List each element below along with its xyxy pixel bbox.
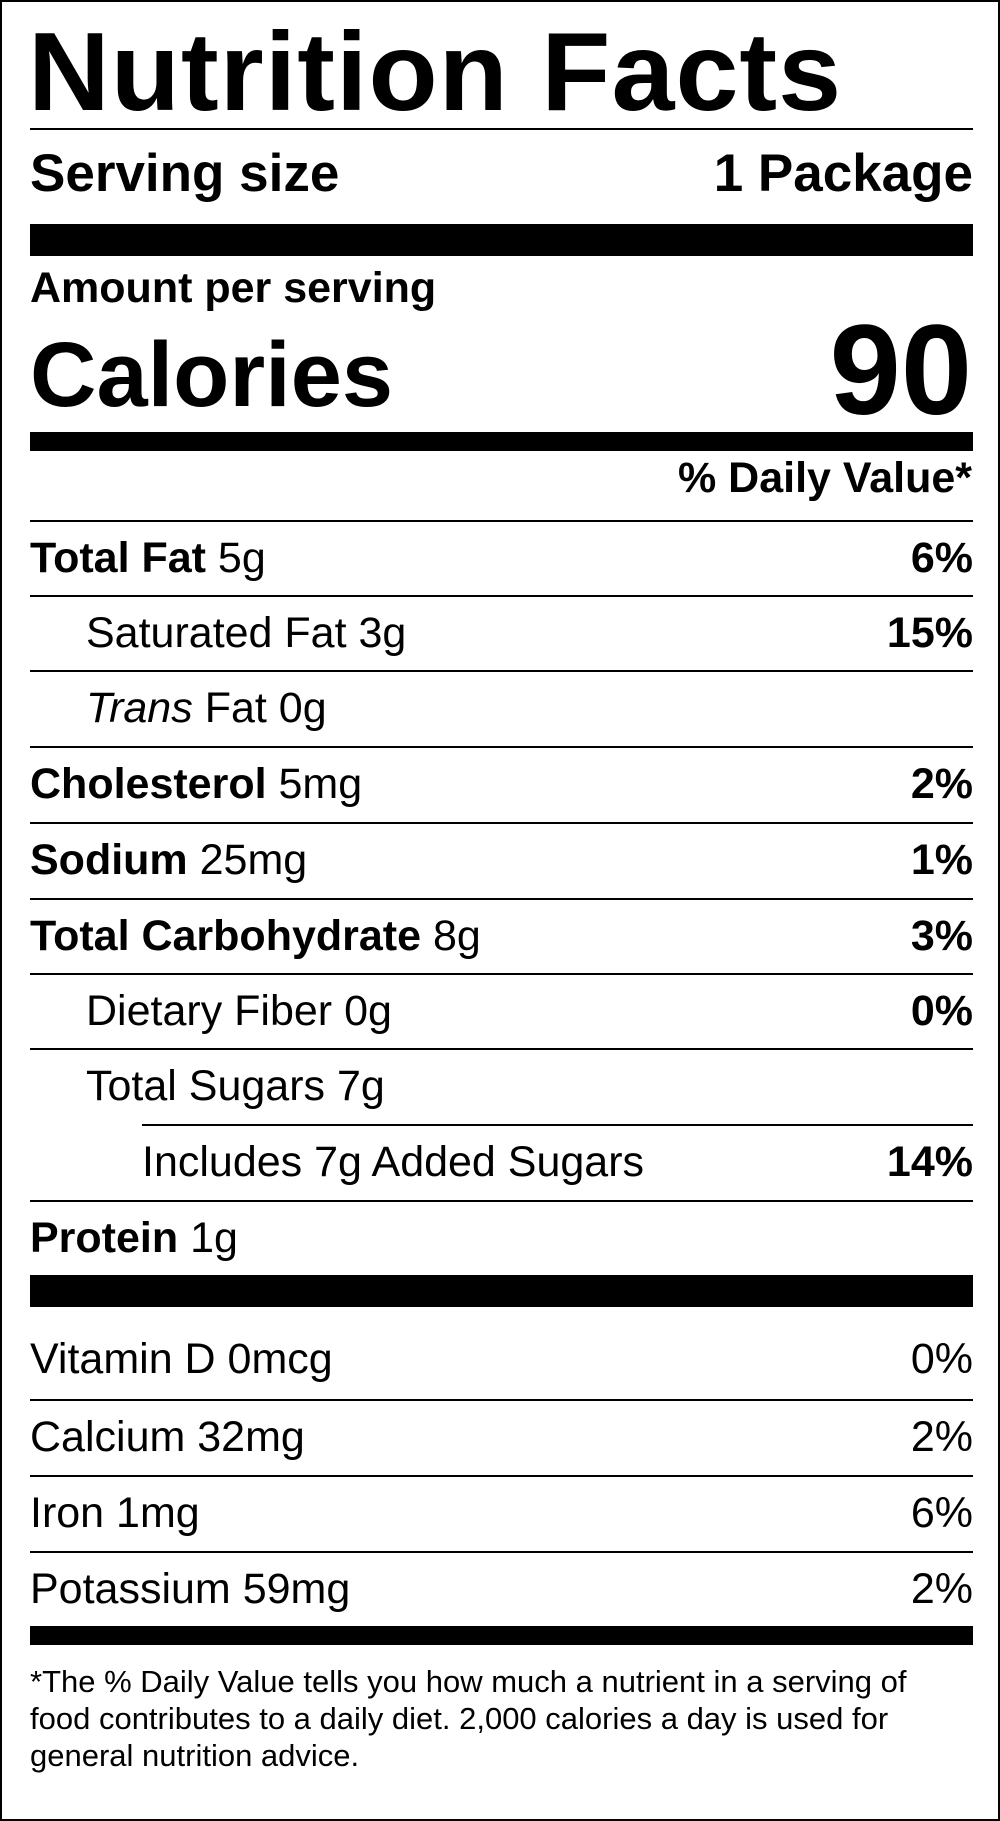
divider: [30, 746, 973, 748]
divider: [30, 1399, 973, 1401]
nutrient-dv: 14%: [886, 1137, 973, 1186]
nutrient-name: Protein: [30, 1213, 179, 1262]
divider: [30, 670, 973, 672]
serving-size-row: Serving size 1 Package: [30, 133, 973, 213]
vitamin-row-calcium: Calcium 32mg 2%: [30, 1400, 973, 1474]
nutrient-row-dietary-fiber: Dietary Fiber 0g 0%: [30, 974, 973, 1048]
nutrient-amount: 0g: [278, 683, 327, 732]
nutrient-dv: 0%: [910, 986, 973, 1035]
vitamin-row-iron: Iron 1mg 6%: [30, 1476, 973, 1550]
thick-divider: [30, 1275, 973, 1307]
divider: [30, 520, 973, 522]
daily-value-footnote: *The % Daily Value tells you how much a …: [30, 1664, 907, 1774]
nutrient-amount: 3g: [358, 608, 407, 657]
nutrient-row-total-carbohydrate: Total Carbohydrate 8g 3%: [30, 899, 973, 973]
nutrient-dv: 3%: [910, 911, 973, 960]
nutrient-name: Total Sugars: [86, 1061, 326, 1110]
nutrient-amount: 1g: [190, 1213, 238, 1262]
nutrient-amount: 8g: [432, 911, 481, 960]
divider: [30, 973, 973, 975]
nutrient-name: Cholesterol: [30, 759, 267, 808]
nutrient-amount: 0g: [344, 986, 392, 1035]
divider: [30, 1475, 973, 1477]
vitamin-dv: 0%: [910, 1334, 973, 1383]
calories-value: 90: [829, 299, 972, 442]
nutrient-row-saturated-fat: Saturated Fat 3g 15%: [30, 596, 973, 670]
divider: [30, 1048, 973, 1050]
divider: [30, 1551, 973, 1553]
divider: [30, 1200, 973, 1202]
nutrient-name: Total Carbohydrate: [30, 911, 422, 960]
divider: [142, 1124, 973, 1126]
medium-divider: [30, 432, 973, 451]
nutrient-row-total-sugars: Total Sugars 7g: [30, 1049, 973, 1123]
daily-value-header: % Daily Value*: [678, 454, 972, 502]
nutrient-amount: 5g: [217, 533, 266, 582]
nutrient-row-protein: Protein 1g: [30, 1201, 973, 1275]
vitamin-dv: 2%: [910, 1412, 973, 1461]
amount-per-serving: Amount per serving: [30, 264, 437, 312]
divider: [30, 595, 973, 597]
vitamin-dv: 6%: [910, 1488, 973, 1537]
vitamin-text: Calcium 32mg: [30, 1412, 305, 1461]
nutrient-name: Sodium: [30, 835, 188, 884]
nutrient-amount: 25mg: [199, 835, 308, 884]
calories-label: Calories: [30, 324, 394, 426]
divider: [30, 128, 973, 130]
nutrient-dv: 6%: [910, 533, 973, 582]
divider: [30, 898, 973, 900]
nutrient-row-trans-fat: Trans Fat 0g: [30, 671, 973, 745]
nutrient-row-cholesterol: Cholesterol 5mg 2%: [30, 747, 973, 821]
nutrient-name: Total Fat: [30, 533, 206, 582]
nutrient-text: Includes 7g Added Sugars: [142, 1137, 645, 1186]
thick-divider: [30, 224, 973, 256]
vitamin-dv: 2%: [910, 1564, 973, 1613]
nutrient-row-sodium: Sodium 25mg 1%: [30, 823, 973, 897]
serving-size-value: 1 Package: [713, 143, 973, 203]
nutrient-name: Dietary Fiber: [86, 986, 333, 1035]
nutrient-row-added-sugars: Includes 7g Added Sugars 14%: [30, 1125, 973, 1199]
nutrient-name: Saturated Fat: [86, 608, 347, 657]
vitamin-text: Potassium 59mg: [30, 1564, 351, 1613]
nutrient-amount: 7g: [336, 1061, 385, 1110]
nutrient-row-total-fat: Total Fat 5g 6%: [30, 521, 973, 595]
serving-size-label: Serving size: [30, 143, 340, 203]
nutrient-dv: 2%: [910, 759, 973, 808]
nutrient-name: Fat: [204, 683, 267, 732]
divider: [30, 822, 973, 824]
nutrient-dv: 15%: [886, 608, 973, 657]
nutrient-name-italic: Trans: [86, 683, 193, 732]
medium-divider: [30, 1626, 973, 1645]
vitamin-row-vitamin-d: Vitamin D 0mcg 0%: [30, 1322, 973, 1396]
nutrient-amount: 5mg: [278, 759, 363, 808]
vitamin-row-potassium: Potassium 59mg 2%: [30, 1552, 973, 1626]
label-title: Nutrition Facts: [28, 10, 843, 134]
vitamin-text: Vitamin D 0mcg: [30, 1334, 333, 1383]
nutrient-dv: 1%: [910, 835, 973, 884]
vitamin-text: Iron 1mg: [30, 1488, 200, 1537]
